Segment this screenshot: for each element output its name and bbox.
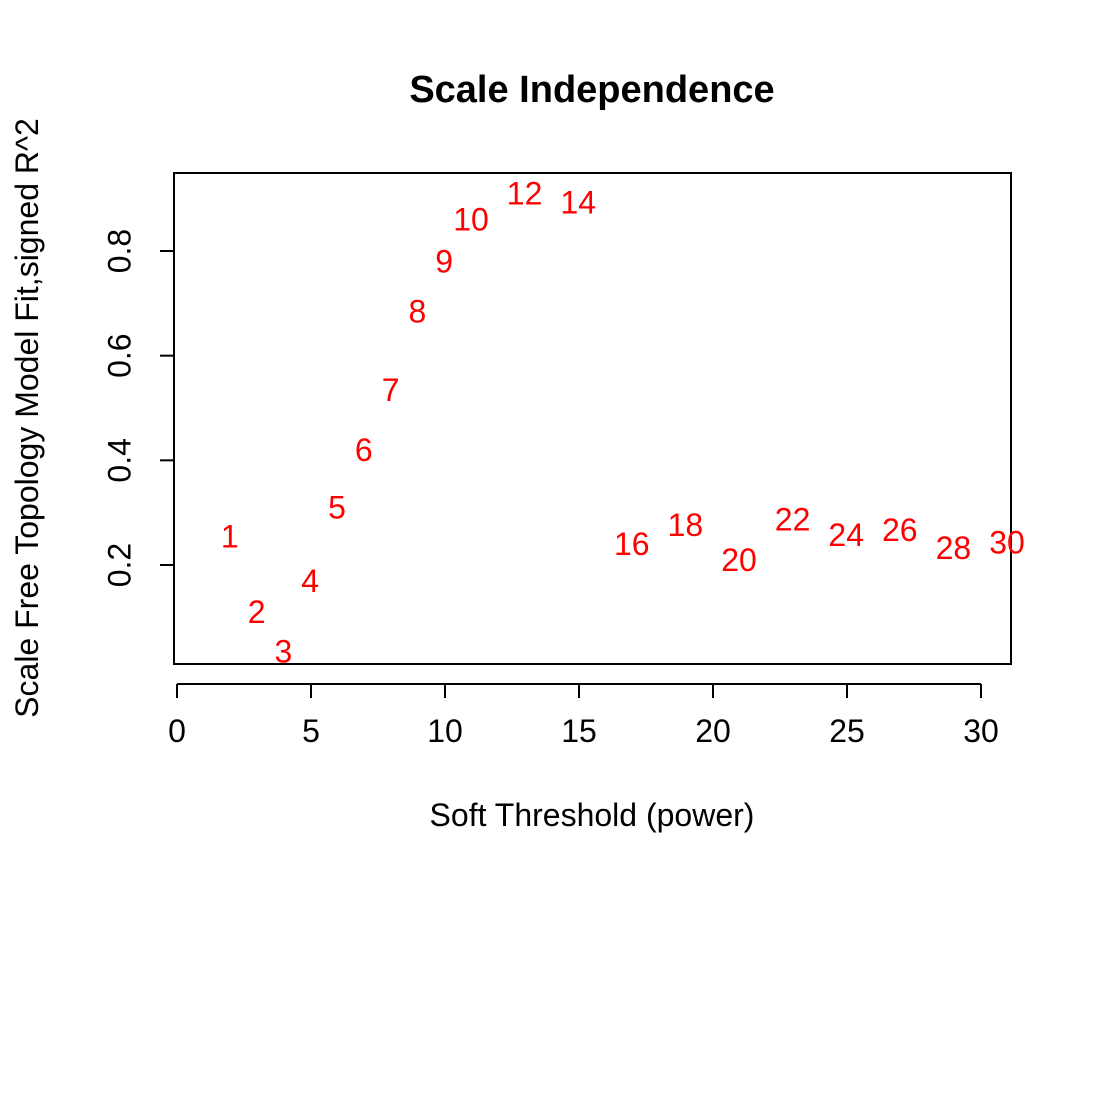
y-tick-label: 0.8 (101, 229, 137, 273)
x-tick-label: 15 (561, 713, 597, 749)
y-axis: 0.2 0.4 0.6 0.8 (101, 229, 175, 587)
data-point-label: 2 (248, 594, 266, 630)
data-point-label: 18 (668, 507, 704, 543)
x-tick-label: 25 (829, 713, 865, 749)
data-point-label: 30 (989, 525, 1025, 561)
x-tick-label: 5 (302, 713, 320, 749)
x-tick-label: 30 (963, 713, 999, 749)
data-point-label: 3 (275, 633, 293, 669)
y-tick-label: 0.6 (101, 333, 137, 377)
y-tick-label: 0.2 (101, 543, 137, 587)
x-tick-label: 20 (695, 713, 731, 749)
x-axis: 0 5 10 15 20 25 30 (168, 683, 999, 749)
data-point-label: 4 (301, 563, 319, 599)
data-point-label: 8 (409, 293, 427, 329)
x-axis-label: Soft Threshold (power) (430, 797, 755, 833)
data-point-label: 20 (721, 542, 757, 578)
chart-title: Scale Independence (409, 69, 774, 111)
y-tick-label: 0.4 (101, 438, 137, 482)
data-point-label: 7 (382, 372, 400, 408)
data-point-label: 12 (507, 176, 543, 212)
data-point-label: 1 (221, 518, 239, 554)
x-tick-label: 10 (427, 713, 463, 749)
data-point-label: 9 (435, 244, 453, 280)
data-point-label: 22 (775, 502, 811, 538)
data-point-label: 16 (614, 526, 650, 562)
data-point-label: 14 (560, 184, 596, 220)
data-point-label: 6 (355, 432, 373, 468)
data-point-label: 5 (328, 490, 346, 526)
data-point-label: 28 (936, 530, 972, 566)
data-point-label: 26 (882, 512, 918, 548)
y-axis-label: Scale Free Topology Model Fit,signed R^2 (9, 118, 45, 718)
data-point-label: 10 (453, 202, 489, 238)
x-tick-label: 0 (168, 713, 186, 749)
data-point-label: 24 (828, 517, 864, 553)
